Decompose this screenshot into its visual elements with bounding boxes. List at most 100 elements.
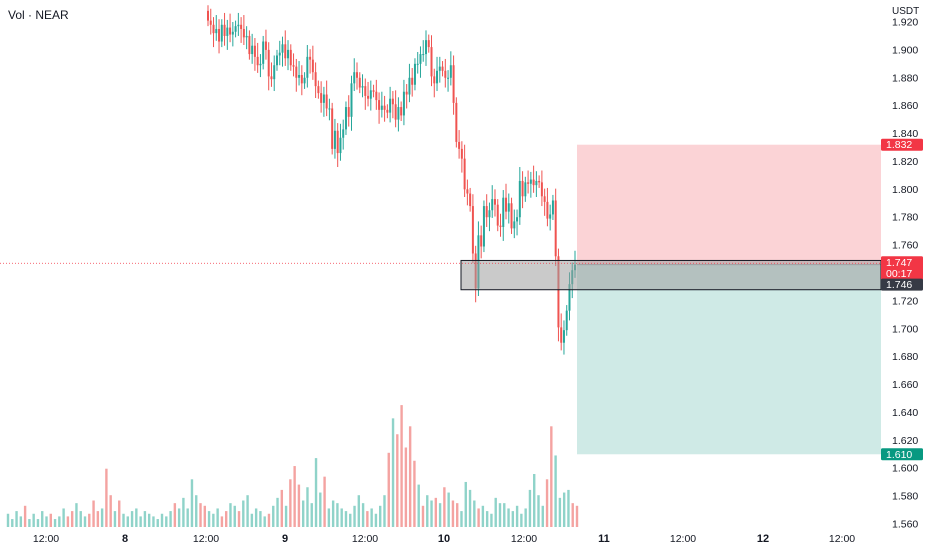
- volume-bar: [340, 508, 343, 527]
- volume-bar: [391, 418, 395, 527]
- candle-body: [469, 193, 472, 207]
- volume-bar: [75, 503, 78, 527]
- candle-body: [367, 95, 370, 99]
- currency-label: USDT: [892, 6, 920, 17]
- overlays: [0, 259, 882, 291]
- candle-body: [207, 10, 209, 21]
- volume-bar: [263, 516, 266, 527]
- candle-body: [342, 129, 345, 138]
- volume-bar: [301, 500, 305, 527]
- candle-body: [460, 148, 463, 159]
- orderblock-box[interactable]: [460, 259, 882, 291]
- candle-body: [510, 203, 513, 229]
- price-tick-label: 1.820: [892, 156, 918, 168]
- volume-bar: [6, 513, 10, 527]
- volume-bar: [545, 479, 549, 527]
- candle-body: [397, 107, 400, 120]
- volume-bar: [190, 479, 194, 527]
- candle-body: [325, 94, 328, 109]
- volume-bar: [357, 495, 361, 527]
- volume-bar: [45, 516, 48, 527]
- price-tick-label: 1.700: [892, 323, 918, 335]
- candle-body: [424, 40, 427, 55]
- volume-bar: [36, 519, 40, 527]
- volume-bar: [66, 516, 70, 527]
- volume-bar: [11, 519, 14, 527]
- price-tick-label: 1.900: [892, 44, 918, 56]
- volume-bar: [567, 489, 570, 527]
- volume-bar: [126, 516, 129, 527]
- candle-body: [480, 235, 483, 247]
- candle-body: [267, 49, 270, 77]
- candle-body: [383, 105, 386, 110]
- volume-bar: [541, 505, 544, 527]
- volume-bar: [284, 505, 288, 527]
- volume-bar: [464, 481, 467, 527]
- price-tick-label: 1.920: [892, 17, 918, 29]
- volume-bar: [404, 447, 408, 527]
- candle-body: [292, 65, 295, 67]
- volume-bar: [79, 511, 82, 527]
- volume-bar: [353, 505, 356, 527]
- candle-body: [358, 77, 361, 88]
- candle-body: [256, 56, 259, 66]
- symbol-title[interactable]: Vol · NEAR: [8, 8, 69, 22]
- candle-body: [568, 284, 571, 311]
- volume-bar: [554, 455, 557, 527]
- candle-body: [562, 330, 565, 343]
- candle-body: [543, 196, 546, 202]
- candle-body: [270, 76, 273, 80]
- volume-bar: [515, 505, 519, 527]
- candle-body: [413, 63, 416, 85]
- candle-body: [242, 28, 245, 38]
- stop-price-tag-bg: [881, 448, 923, 461]
- volume-bar: [413, 460, 416, 527]
- candle-body: [557, 256, 560, 328]
- volume-bar: [498, 503, 502, 527]
- candle-body: [303, 77, 306, 84]
- candle-body: [328, 108, 331, 110]
- volume-bar: [481, 505, 485, 527]
- candle-body: [300, 74, 303, 84]
- volume-bar: [23, 505, 27, 527]
- candle-body: [389, 98, 392, 113]
- volume-bar: [173, 503, 177, 527]
- candle-body: [535, 180, 538, 186]
- volume-bar: [293, 466, 296, 527]
- candle-body: [248, 35, 251, 55]
- candle-body: [485, 206, 488, 218]
- price-axis: 1.920 1.900 1.880 1.860 1.840 1.820 1.800 1.780…: [892, 17, 918, 531]
- candle-body: [309, 56, 312, 60]
- candle-body: [444, 70, 447, 78]
- candle-body: [521, 180, 524, 197]
- volume-bar: [550, 426, 553, 527]
- time-tick-label: 10: [438, 533, 450, 545]
- price-tick-label: 1.620: [892, 435, 918, 447]
- volume-bar: [456, 503, 459, 527]
- volume-bar: [160, 513, 164, 527]
- price-tick-label: 1.880: [892, 72, 918, 84]
- candle-body: [298, 74, 301, 78]
- volume-bar: [447, 492, 450, 527]
- candle-body: [502, 197, 505, 227]
- candle-body: [422, 54, 425, 56]
- volume-bar: [88, 513, 91, 527]
- volume-bar: [379, 505, 382, 527]
- volume-bar: [135, 508, 138, 527]
- volume-bar: [434, 497, 438, 527]
- volume-bar: [494, 497, 497, 527]
- candle-body: [540, 182, 543, 197]
- volume-bar: [259, 511, 262, 527]
- stop-zone: [577, 264, 881, 455]
- volume-bar: [165, 516, 168, 527]
- volume-bar: [122, 513, 125, 527]
- candle-body: [229, 27, 232, 35]
- price-tick-label: 1.600: [892, 463, 918, 475]
- candle-body: [251, 45, 254, 55]
- volume-bar: [562, 492, 566, 527]
- candle-body: [496, 204, 499, 226]
- volume-bar: [203, 505, 206, 527]
- candle-body: [237, 24, 240, 27]
